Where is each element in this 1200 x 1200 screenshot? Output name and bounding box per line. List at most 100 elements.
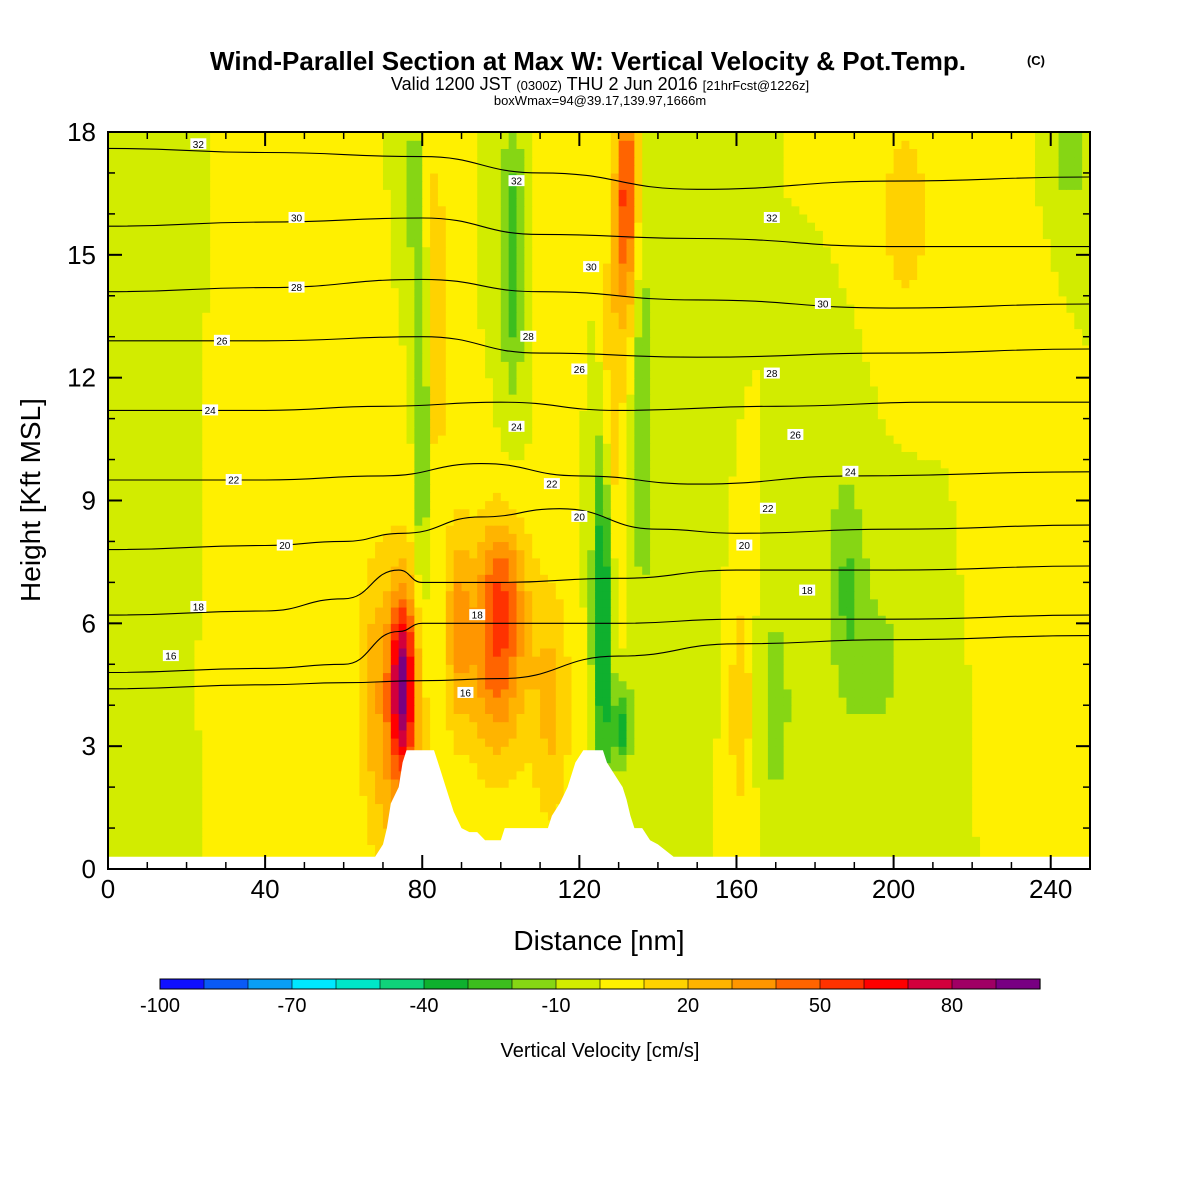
velocity-cell (382, 664, 392, 674)
velocity-cell (870, 762, 879, 772)
velocity-cell (932, 598, 942, 608)
velocity-cell (744, 557, 753, 567)
velocity-cell (359, 541, 368, 551)
velocity-cell (956, 688, 965, 698)
velocity-cell (445, 737, 455, 747)
velocity-cell (532, 639, 541, 649)
velocity-cell (752, 631, 761, 641)
velocity-cell (335, 705, 345, 715)
velocity-cell (241, 762, 251, 772)
velocity-cell (720, 590, 730, 600)
velocity-cell (838, 795, 848, 805)
velocity-cell (972, 582, 981, 592)
velocity-cell (948, 828, 958, 837)
velocity-cell (296, 566, 305, 575)
velocity-cell (862, 795, 871, 805)
velocity-cell (217, 811, 227, 821)
velocity-cell (1019, 557, 1028, 567)
velocity-cell (807, 672, 816, 682)
velocity-cell (249, 647, 258, 657)
velocity-cell (862, 656, 871, 665)
velocity-cell (987, 762, 997, 772)
velocity-cell (642, 819, 651, 829)
velocity-cell (461, 615, 470, 624)
velocity-cell (422, 729, 431, 739)
velocity-cell (618, 656, 628, 665)
velocity-cell (414, 697, 423, 706)
velocity-cell (210, 819, 219, 829)
velocity-cell (893, 754, 903, 764)
velocity-cell (1035, 582, 1044, 592)
velocity-cell (980, 680, 989, 690)
velocity-cell (461, 705, 470, 715)
velocity-cell (940, 574, 950, 583)
velocity-cell (147, 615, 156, 624)
velocity-cell (422, 713, 431, 723)
velocity-cell (972, 811, 981, 821)
velocity-cell (508, 566, 518, 575)
velocity-cell (626, 713, 635, 723)
velocity-cell (885, 549, 895, 559)
velocity-cell (131, 737, 141, 747)
velocity-cell (626, 778, 635, 788)
velocity-cell (343, 582, 353, 592)
velocity-cell (1066, 844, 1075, 854)
velocity-cell (304, 606, 313, 616)
velocity-cell (610, 721, 620, 731)
velocity-cell (430, 639, 439, 649)
velocity-cell (744, 598, 753, 608)
velocity-cell (587, 606, 596, 616)
velocity-cell (1027, 664, 1036, 674)
velocity-cell (390, 639, 400, 649)
velocity-cell (870, 705, 879, 715)
velocity-cell (657, 836, 667, 846)
velocity-cell (885, 705, 895, 715)
velocity-cell (406, 713, 415, 723)
velocity-cell (642, 623, 651, 633)
velocity-cell (799, 623, 808, 633)
velocity-cell (257, 582, 266, 592)
velocity-cell (822, 737, 832, 747)
velocity-cell (225, 836, 235, 846)
velocity-cell (312, 737, 321, 747)
velocity-cell (665, 615, 675, 624)
velocity-cell (720, 803, 730, 813)
velocity-cell (571, 647, 580, 657)
velocity-cell (964, 557, 973, 567)
velocity-cell (893, 598, 903, 608)
velocity-cell (1082, 574, 1090, 583)
velocity-cell (893, 721, 903, 731)
velocity-cell (767, 762, 777, 772)
velocity-cell (815, 778, 824, 788)
copyright-mark: (C) (1027, 53, 1045, 68)
velocity-cell (186, 647, 196, 657)
velocity-cell (744, 746, 753, 755)
velocity-cell (987, 844, 997, 854)
velocity-cell (736, 557, 745, 567)
velocity-cell (375, 828, 384, 837)
velocity-cell (257, 795, 266, 805)
velocity-cell (1050, 688, 1060, 698)
velocity-cell (689, 656, 698, 665)
velocity-cell (705, 844, 714, 854)
velocity-cell (610, 729, 620, 739)
velocity-cell (1019, 836, 1028, 846)
velocity-cell (194, 549, 203, 559)
velocity-cell (265, 672, 274, 682)
velocity-cell (492, 811, 502, 821)
velocity-cell (760, 598, 769, 608)
velocity-cell (626, 647, 635, 657)
velocity-cell (563, 598, 573, 608)
velocity-cell (437, 647, 447, 657)
velocity-cell (194, 688, 203, 698)
velocity-cell (681, 787, 690, 796)
velocity-cell (673, 615, 683, 624)
velocity-cell (1003, 737, 1013, 747)
velocity-cell (610, 762, 620, 772)
velocity-cell (1050, 697, 1060, 706)
velocity-cell (485, 639, 494, 649)
velocity-cell (139, 664, 148, 674)
velocity-cell (540, 566, 549, 575)
velocity-cell (610, 647, 620, 657)
velocity-cell (681, 598, 690, 608)
